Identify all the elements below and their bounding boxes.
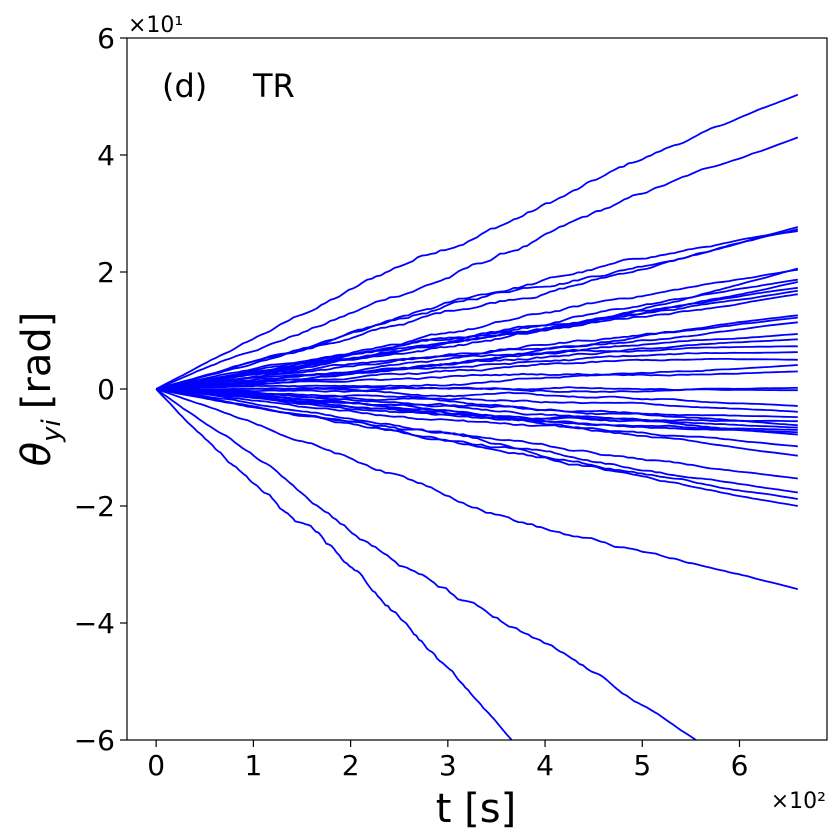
series-line — [156, 364, 798, 390]
y-ticks: −6 −4 −2 0 2 4 6 — [74, 22, 127, 757]
x-tick-label: 1 — [244, 749, 262, 782]
series-line — [156, 289, 798, 390]
series-line — [156, 388, 798, 507]
y-tick-label: 0 — [97, 373, 115, 406]
x-tick-label: 4 — [536, 749, 554, 782]
panel-tag: TR — [252, 67, 295, 105]
y-tick-label: −6 — [74, 724, 115, 757]
y-axis-unit: [rad] — [14, 312, 60, 410]
series-line — [156, 388, 798, 457]
x-tick-label: 6 — [731, 749, 749, 782]
series-line — [155, 230, 798, 390]
series-line — [155, 228, 799, 390]
series-line — [155, 136, 799, 390]
series-line — [155, 388, 799, 590]
series-line — [155, 93, 799, 390]
series-line — [156, 345, 798, 390]
series-line — [156, 386, 798, 392]
y-tick-label: 4 — [97, 139, 115, 172]
series-line — [156, 388, 798, 436]
x-tick-label: 0 — [147, 749, 165, 782]
series-line — [156, 388, 798, 407]
x-ticks: 0 1 2 3 4 5 6 — [147, 740, 748, 782]
series-line — [156, 388, 798, 431]
series-line — [156, 351, 798, 390]
series-group — [155, 93, 799, 740]
x-offset-label: ×10² — [771, 789, 826, 814]
series-line — [156, 268, 798, 390]
y-axis-label: θyi [rad] — [14, 312, 67, 467]
x-axis-label: t [s] — [436, 786, 516, 832]
panel-label: (d) — [162, 67, 207, 105]
series-line — [155, 388, 698, 740]
series-line — [156, 316, 798, 390]
series-line — [156, 293, 798, 390]
series-line — [156, 388, 798, 448]
y-tick-label: −2 — [74, 490, 115, 523]
y-offset-label: ×10¹ — [128, 13, 183, 38]
x-tick-label: 5 — [633, 749, 651, 782]
y-tick-label: 6 — [97, 22, 115, 55]
y-axis-symbol: θ — [14, 442, 60, 466]
x-tick-label: 3 — [439, 749, 457, 782]
y-tick-label: 2 — [97, 256, 115, 289]
series-line — [156, 388, 798, 480]
y-axis-subscript: yi — [37, 418, 67, 442]
series-line — [156, 388, 798, 427]
x-tick-label: 2 — [342, 749, 360, 782]
series-line — [156, 370, 798, 390]
y-tick-label: −4 — [74, 607, 115, 640]
series-line — [155, 388, 513, 740]
